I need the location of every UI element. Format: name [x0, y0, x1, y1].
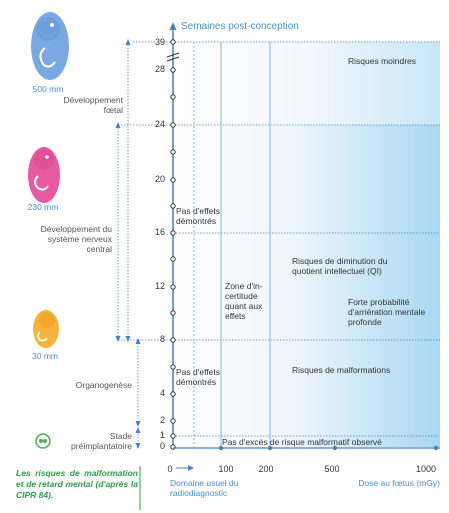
stage-label-foetal: Développement fœtal [63, 95, 123, 115]
y-tick-dot-b [170, 149, 176, 155]
arrow-foetal-top [125, 39, 131, 45]
y-tick-dot-2 [170, 418, 176, 424]
y-tick-dot-e [170, 310, 176, 316]
size-label-30: 30 mm [32, 351, 58, 361]
y-tick-label: 20 [154, 174, 165, 184]
fetus-230mm-icon [28, 147, 60, 203]
y-axis-arrow [169, 22, 177, 30]
arrow-foetal-bottom [125, 336, 131, 342]
y-tick-dot-12 [170, 284, 176, 290]
y-tick-label: 39 [154, 37, 165, 47]
embryo-preimplantation-icon [35, 433, 51, 449]
zone-malformations: Risques de malformations [292, 365, 391, 375]
arrow-preimpl-bottom [135, 443, 141, 449]
x-tick-label: 1000 [415, 464, 437, 474]
x-label-usual-domain: Domaine usuel du radiodiagnostic [170, 478, 239, 498]
y-tick-dot-24 [170, 122, 176, 128]
x-tick-label: 500 [324, 464, 340, 474]
y-tick-dot-c [170, 203, 176, 209]
zone-uncertainty: Zone d'in-certitude quant aux effets [225, 281, 263, 321]
y-tick-label: 16 [154, 227, 165, 237]
x-tick-dot-100 [218, 445, 224, 451]
x-tick-label: 100 [218, 464, 234, 474]
arrow-organo-bottom [135, 421, 141, 427]
stage-label-preimplantatoire: Stade préimplantatoire [71, 431, 132, 451]
usual-domain-arrow [188, 465, 194, 471]
x-tick-dot-200 [267, 445, 273, 451]
stage-label-organogenese: Organogenèse [75, 380, 132, 390]
zone-no-effects-lower: Pas d'effets démontrés [176, 367, 220, 387]
y-tick-label: 8 [159, 334, 165, 344]
size-label-500: 500 mm [32, 84, 64, 94]
y-tick-label: 1 [159, 430, 165, 440]
x-tick-label: 0 [167, 464, 173, 474]
zone-iq-risk: Risques de diminution du quotient intell… [292, 256, 388, 276]
arrow-snc-bottom [115, 336, 121, 342]
y-tick-label: 24 [154, 119, 165, 129]
y-tick-dot-4 [170, 391, 176, 397]
y-tick-dot-a [170, 94, 176, 100]
x-tick-dot-500 [332, 445, 338, 451]
zone-mental-retardation: Forte probabilité d'arriération mentale … [348, 297, 426, 327]
region-top-gradient [176, 42, 440, 125]
x-label-dose: Dose au fœtus (mGy) [358, 478, 440, 488]
y-tick-label: 12 [154, 281, 165, 291]
y-tick-dot-28 [170, 67, 176, 73]
region-risk-gradient [176, 125, 440, 447]
axis-break-1 [166, 52, 180, 58]
arrow-preimpl-top [135, 427, 141, 433]
y-tick-dot-d [170, 256, 176, 262]
y-tick-label: 4 [159, 388, 165, 398]
y-tick-dot-8 [170, 337, 176, 343]
axis-break-2 [166, 56, 180, 62]
y-tick-dot-1 [170, 433, 176, 439]
fetus-30mm-icon [33, 310, 59, 348]
stage-label-snc: Développement du système nerveux central [40, 224, 112, 254]
zone-no-excess-risk: Pas d'excès de risque malformatif observ… [222, 437, 382, 447]
x-tick-dot-1000 [433, 445, 439, 451]
y-tick-dot-16 [170, 230, 176, 236]
size-label-230: 230 mm [27, 202, 59, 212]
figure-caption: Les risques de malformation et de retard… [16, 468, 138, 500]
y-tick-label: 2 [159, 415, 165, 425]
arrow-snc-top [115, 122, 121, 128]
y-tick-dot-39 [170, 39, 176, 45]
x-tick-label: 200 [258, 464, 274, 474]
zone-lower-risks: Risques moindres [348, 56, 417, 66]
y-tick-dot-f [170, 364, 176, 370]
y-tick-dot-20 [170, 177, 176, 183]
y-tick-label: 28 [154, 64, 165, 74]
y-axis-title: Semaines post-conception [181, 21, 299, 32]
y-tick-label: 0 [159, 441, 165, 451]
zone-no-effects-upper: Pas d'effets démontrés [176, 206, 220, 226]
fetus-500mm-icon [31, 12, 69, 80]
arrow-organo-top [135, 338, 141, 344]
